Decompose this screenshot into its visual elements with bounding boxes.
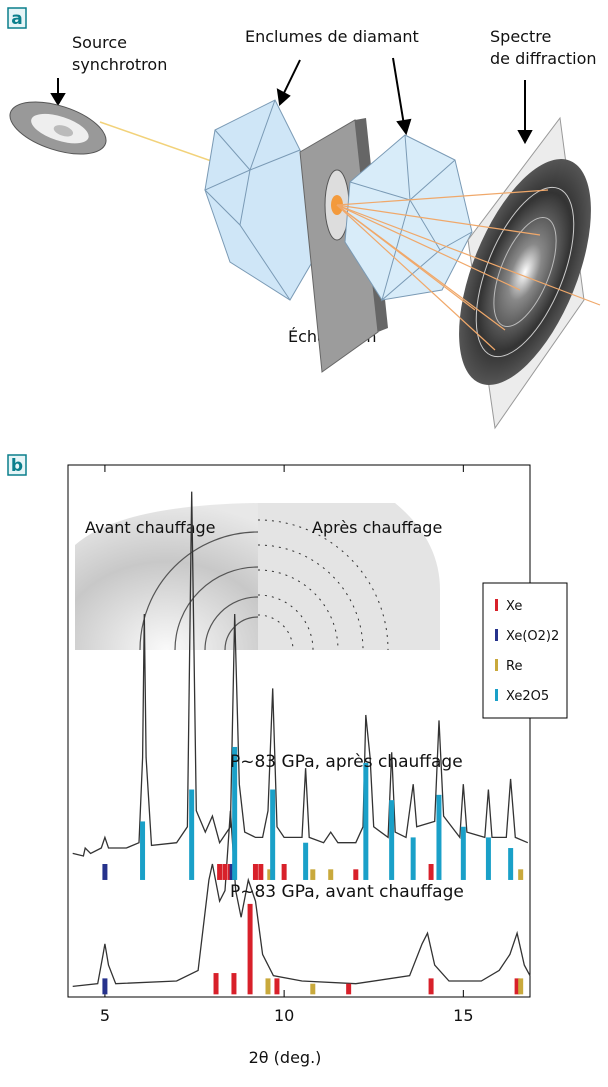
reflection bbox=[429, 978, 434, 994]
reflection bbox=[486, 837, 491, 880]
reflection bbox=[508, 848, 513, 880]
reflection bbox=[389, 800, 394, 880]
reflection bbox=[214, 973, 219, 994]
reflection bbox=[363, 763, 368, 880]
legend-label: Re bbox=[506, 659, 522, 674]
label: Source bbox=[72, 33, 127, 52]
label: de diffraction bbox=[490, 49, 597, 68]
image-label: Avant chauffage bbox=[85, 518, 216, 537]
panel-label: a bbox=[11, 9, 22, 29]
panel-label: b bbox=[11, 456, 23, 476]
reflection bbox=[461, 827, 466, 880]
x-axis-label: 2θ (deg.) bbox=[249, 1048, 322, 1067]
x-tick-label: 15 bbox=[453, 1006, 473, 1025]
reflection bbox=[436, 795, 441, 880]
reflection bbox=[518, 869, 523, 880]
page: { "panel_a": { "label": "a", "source": [… bbox=[0, 0, 608, 1087]
reflection bbox=[270, 790, 275, 880]
reflection bbox=[189, 790, 194, 880]
legend-label: Xe bbox=[506, 599, 522, 614]
label: synchrotron bbox=[72, 55, 167, 74]
x-tick-label: 10 bbox=[274, 1006, 294, 1025]
image-label: Après chauffage bbox=[312, 518, 442, 537]
reflection bbox=[282, 864, 287, 880]
reflection bbox=[265, 978, 270, 994]
label: Enclumes de diamant bbox=[245, 27, 419, 46]
legend-swatch bbox=[495, 599, 498, 611]
reflection bbox=[310, 869, 315, 880]
reflection bbox=[140, 821, 145, 880]
legend-swatch bbox=[495, 689, 498, 701]
reflection bbox=[231, 973, 236, 994]
label: Spectre bbox=[490, 27, 551, 46]
legend-label: Xe2O5 bbox=[506, 689, 549, 704]
legend-swatch bbox=[495, 659, 498, 671]
reflection bbox=[102, 978, 107, 994]
reflection bbox=[253, 864, 258, 880]
apparatus bbox=[4, 92, 608, 428]
reflection bbox=[346, 984, 351, 995]
reflection bbox=[518, 978, 523, 994]
reflection bbox=[102, 864, 107, 880]
reflection bbox=[310, 984, 315, 995]
figure: a Source synchrotron Enclumes de diamant… bbox=[0, 0, 608, 1083]
legend-label: Xe(O2)2 bbox=[506, 629, 559, 644]
reflection bbox=[222, 864, 227, 880]
x-tick-label: 5 bbox=[100, 1006, 110, 1025]
reflection bbox=[217, 864, 222, 880]
annotation: P~83 GPa, après chauffage bbox=[230, 752, 463, 772]
reflection bbox=[328, 869, 333, 880]
reflection bbox=[258, 864, 263, 880]
reflection bbox=[353, 869, 358, 880]
legend-swatch bbox=[495, 629, 498, 641]
reflection bbox=[411, 837, 416, 880]
reflection bbox=[303, 843, 308, 880]
reflection bbox=[274, 978, 279, 994]
annotation: P~83 GPa, avant chauffage bbox=[230, 882, 464, 902]
reflection bbox=[248, 904, 253, 994]
reflection bbox=[429, 864, 434, 880]
